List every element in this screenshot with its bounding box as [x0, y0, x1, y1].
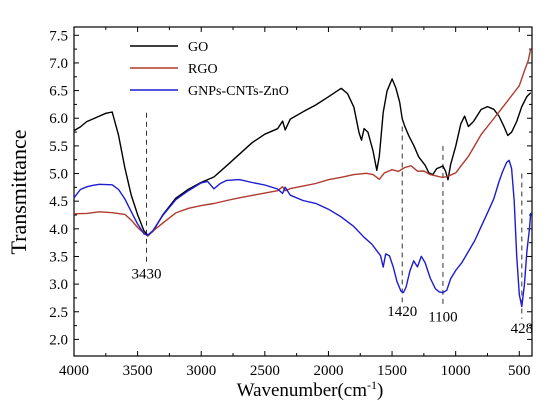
y-tick-label: 2.5: [49, 305, 68, 321]
x-tick-label: 3500: [123, 363, 153, 379]
plot-axes: 4000 3500 3000 2500 2000 1500 1000 500 2.0 2.5 3.0…: [49, 26, 533, 379]
y-tick-label: 5.0: [49, 167, 68, 183]
legend: GO RGO GNPs-CNTs-ZnO: [130, 40, 289, 99]
annotations: 3430 1420 1100 428: [132, 112, 534, 337]
series-line-gnps-cnts-zno: [73, 159, 532, 308]
y-tick-label: 5.5: [49, 139, 68, 155]
annotation-label-428: 428: [511, 321, 534, 337]
y-axis-label: Transmittance: [6, 129, 31, 254]
annotation-label-1100: 1100: [428, 310, 457, 326]
x-tick-label: 2000: [313, 363, 343, 379]
annotation-label-1420: 1420: [387, 304, 417, 320]
x-axis-label: Wavenumber(cm-1): [237, 378, 384, 401]
y-tick-label: 6.0: [49, 111, 68, 127]
legend-label: GNPs-CNTs-ZnO: [188, 84, 289, 99]
x-tick-label: 2500: [250, 363, 280, 379]
y-tick-label: 3.5: [49, 249, 68, 265]
series-lines: [73, 48, 532, 308]
annotation-label-3430: 3430: [132, 267, 162, 283]
x-axis-label-sup: -1: [367, 378, 377, 392]
legend-label: RGO: [188, 62, 218, 77]
x-tick-label: 500: [508, 363, 531, 379]
y-tick-label: 4.5: [49, 194, 68, 210]
y-tick-label: 2.0: [49, 332, 68, 348]
legend-label: GO: [188, 40, 208, 55]
y-tick-label: 3.0: [49, 277, 68, 293]
series-line-go: [73, 78, 532, 236]
x-axis-label-main: Wavenumber(cm: [237, 380, 368, 401]
x-tick-label: 3000: [186, 363, 216, 379]
series-line-rgo: [73, 48, 532, 237]
x-tick-label: 1000: [441, 363, 471, 379]
y-tick-label: 4.0: [49, 222, 68, 238]
y-tick-label: 7.5: [49, 28, 68, 44]
y-tick-label: 7.0: [49, 56, 68, 72]
y-tick-label: 6.5: [49, 84, 68, 100]
x-tick-label: 1500: [377, 363, 407, 379]
x-tick-label: 4000: [59, 363, 89, 379]
plot-frame: [73, 26, 533, 357]
x-axis-label-close: ): [377, 380, 383, 401]
